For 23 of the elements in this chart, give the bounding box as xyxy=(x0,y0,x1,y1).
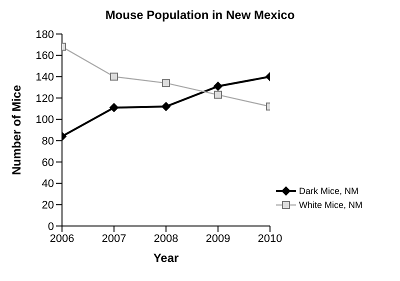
chart-title: Mouse Population in New Mexico xyxy=(104,8,296,24)
y-tick-label: 20 xyxy=(42,200,54,212)
y-tick-label: 0 xyxy=(48,220,54,233)
y-tick-label: 140 xyxy=(36,72,54,84)
point xyxy=(214,82,222,91)
x-axis-title: Year xyxy=(153,251,180,265)
y-tick-label: 40 xyxy=(42,178,54,190)
x-tick-label: 2008 xyxy=(154,232,178,245)
y-tick-label: 180 xyxy=(36,28,54,41)
y-tick-label: 100 xyxy=(36,114,54,126)
point xyxy=(162,102,170,112)
x-tick-label: 2010 xyxy=(258,232,282,245)
legend-label: White Mice, NM xyxy=(299,199,363,212)
y-tick-label: 160 xyxy=(36,50,54,62)
y-tick-label: 60 xyxy=(42,156,54,169)
x-tick-label: 2006 xyxy=(50,232,74,245)
point xyxy=(110,103,118,112)
y-tick-label: 120 xyxy=(36,92,54,105)
x-tick-label: 2007 xyxy=(102,232,126,245)
y-axis-title: Number of Mice xyxy=(9,84,24,175)
x-tick-label: 2009 xyxy=(206,232,230,245)
y-tick-label: 80 xyxy=(42,136,54,148)
legend-label: Dark Mice, NM xyxy=(299,185,359,198)
